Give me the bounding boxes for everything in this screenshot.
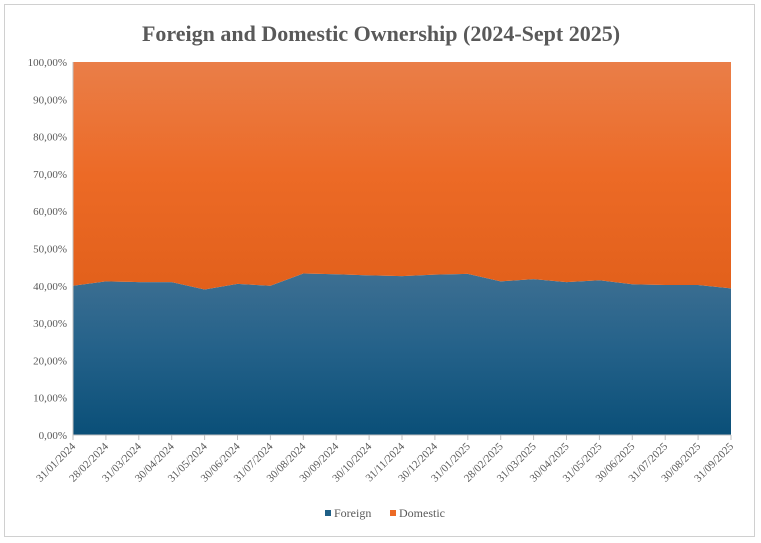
area-series-foreign <box>73 273 731 435</box>
y-tick-label: 0,00% <box>39 430 67 442</box>
chart: Foreign and Domestic Ownership (2024-Sep… <box>28 21 737 520</box>
y-tick-label: 20,00% <box>33 355 67 367</box>
y-tick-label: 90,00% <box>33 94 67 106</box>
y-tick-label: 80,00% <box>33 132 67 144</box>
chart-frame: Foreign and Domestic Ownership (2024-Sep… <box>4 4 755 537</box>
chart-title: Foreign and Domestic Ownership (2024-Sep… <box>142 21 620 46</box>
legend: Foreign Domestic <box>325 506 445 520</box>
y-tick-label: 70,00% <box>33 169 67 181</box>
y-tick-label: 60,00% <box>33 206 67 218</box>
y-tick-label: 10,00% <box>33 393 67 405</box>
legend-label-domestic: Domestic <box>399 506 445 520</box>
y-tick-label: 30,00% <box>33 318 67 330</box>
x-axis: 31/01/202428/02/202431/03/202430/04/2024… <box>34 434 736 485</box>
legend-swatch-foreign <box>325 510 331 516</box>
legend-swatch-domestic <box>390 510 396 516</box>
area-series-domestic <box>73 62 731 290</box>
legend-label-foreign: Foreign <box>334 506 371 520</box>
y-tick-label: 40,00% <box>33 281 67 293</box>
plot-area <box>73 62 731 435</box>
y-tick-label: 50,00% <box>33 244 67 256</box>
y-axis: 0,00% 10,00% 20,00% 30,00% 40,00% 50,00% 60,00… <box>28 57 74 442</box>
y-tick-label: 100,00% <box>28 57 67 69</box>
